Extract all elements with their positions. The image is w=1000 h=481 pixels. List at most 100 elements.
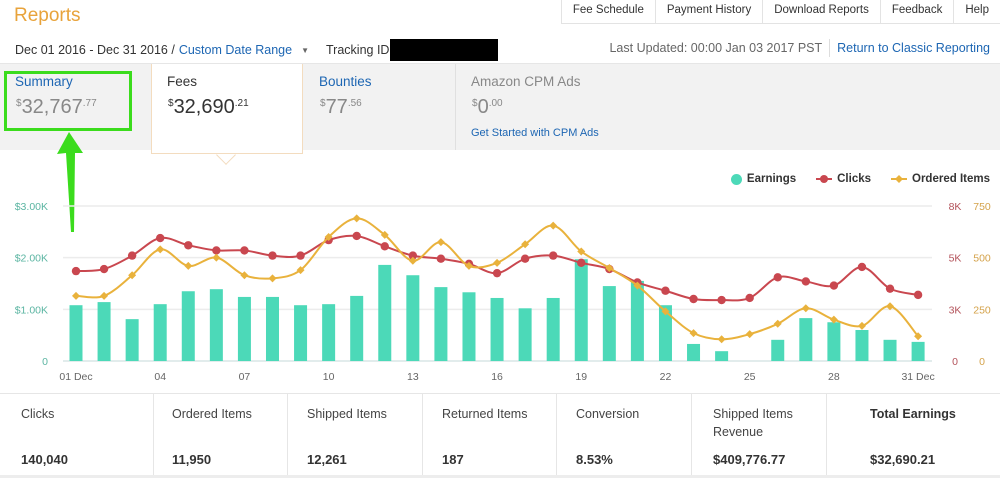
chevron-down-icon[interactable]: ▼ [301, 45, 310, 55]
earnings-bar[interactable] [237, 296, 251, 361]
clicks-point[interactable] [548, 251, 558, 260]
ordered-items-point[interactable] [436, 238, 445, 247]
tab-fees[interactable]: Fees $32,690.21 [151, 64, 303, 154]
ordered-items-point[interactable] [100, 291, 109, 300]
earnings-bar[interactable] [715, 351, 729, 361]
earnings-bar[interactable] [883, 339, 897, 361]
ordered-items-point[interactable] [72, 291, 80, 300]
clicks-point[interactable] [71, 266, 81, 276]
clicks-point[interactable] [661, 286, 670, 295]
earnings-bar[interactable] [265, 296, 279, 361]
earnings-bar[interactable] [322, 304, 336, 361]
clicks-point[interactable] [99, 264, 109, 274]
ordered-items-point[interactable] [352, 214, 361, 223]
tracking-id-redacted[interactable] [390, 39, 499, 61]
ordered-items-point[interactable] [324, 233, 333, 241]
ordered-items-point[interactable] [380, 230, 389, 239]
ordered-items-point[interactable] [493, 258, 502, 267]
earnings-bar[interactable] [855, 330, 869, 361]
earnings-bar[interactable] [378, 264, 392, 361]
clicks-point[interactable] [436, 254, 446, 263]
nav-download-reports[interactable]: Download Reports [763, 0, 881, 24]
ordered-items-point[interactable] [268, 274, 277, 283]
earnings-bar[interactable] [630, 280, 644, 361]
clicks-point[interactable] [156, 233, 165, 243]
earnings-chart[interactable]: 0 0 0 $1.00K 3K 250 $2.00K 5K 500 $3.00K 8K 750 01 D… [0, 195, 1000, 385]
earnings-bar[interactable] [153, 304, 167, 361]
ordered-items-point[interactable] [549, 221, 558, 230]
clicks-point[interactable] [717, 295, 726, 305]
clicks-point[interactable] [212, 246, 221, 255]
earnings-bar[interactable] [490, 297, 504, 361]
ordered-items-point[interactable] [801, 304, 810, 313]
clicks-point[interactable] [184, 241, 193, 250]
ordered-items-point[interactable] [521, 240, 530, 249]
ordered-items-point[interactable] [689, 329, 698, 338]
earnings-bar[interactable] [181, 291, 195, 361]
nav-payment-history[interactable]: Payment History [656, 0, 764, 24]
clicks-point[interactable] [577, 258, 586, 268]
earnings-bar[interactable] [462, 292, 476, 361]
clicks-point[interactable] [913, 290, 923, 300]
clicks-point[interactable] [773, 273, 782, 282]
legend-earnings[interactable]: Earnings [730, 173, 796, 185]
cpm-get-started-link[interactable]: Get Started with CPM Ads [471, 127, 599, 139]
ordered-items-point[interactable] [914, 332, 923, 341]
earnings-bar[interactable] [97, 302, 111, 361]
ordered-items-point[interactable] [184, 261, 193, 270]
tab-summary[interactable]: Summary $32,767.77 [0, 64, 150, 150]
legend-ordered-items[interactable]: Ordered Items [891, 173, 990, 185]
custom-date-range-link[interactable]: Custom Date Range [178, 43, 293, 57]
clicks-point[interactable] [689, 294, 698, 304]
ordered-items-point[interactable] [773, 319, 782, 328]
ordered-items-point[interactable] [661, 307, 670, 316]
clicks-point[interactable] [296, 251, 305, 260]
earnings-bar[interactable] [911, 341, 925, 361]
ordered-items-point[interactable] [633, 281, 642, 290]
clicks-point[interactable] [829, 281, 839, 290]
clicks-point[interactable] [240, 246, 249, 255]
clicks-point[interactable] [885, 284, 895, 293]
clicks-point[interactable] [268, 251, 277, 260]
nav-feedback[interactable]: Feedback [881, 0, 955, 24]
earnings-bar[interactable] [602, 286, 616, 361]
ordered-items-point[interactable] [156, 245, 165, 254]
earnings-bar[interactable] [546, 297, 560, 361]
ordered-items-point[interactable] [464, 261, 473, 270]
clicks-point[interactable] [520, 254, 530, 263]
ordered-items-point[interactable] [577, 247, 586, 256]
legend-clicks[interactable]: Clicks [816, 173, 871, 185]
clicks-point[interactable] [857, 262, 867, 272]
return-classic-link[interactable]: Return to Classic Reporting [837, 41, 990, 55]
earnings-bar[interactable] [125, 319, 139, 361]
earnings-bar[interactable] [827, 322, 841, 361]
earnings-bar[interactable] [687, 343, 701, 361]
clicks-point[interactable] [492, 268, 502, 278]
ordered-items-point[interactable] [240, 271, 249, 280]
earnings-bar[interactable] [518, 308, 532, 361]
nav-help[interactable]: Help [965, 4, 989, 16]
tab-bounties[interactable]: Bounties $77.56 [304, 64, 454, 150]
clicks-point[interactable] [127, 251, 137, 260]
ordered-items-point[interactable] [857, 321, 866, 330]
ordered-items-point[interactable] [605, 264, 614, 272]
clicks-point[interactable] [745, 293, 754, 303]
ordered-items-point[interactable] [128, 271, 137, 280]
ordered-items-point[interactable] [717, 335, 726, 344]
ordered-items-point[interactable] [212, 253, 221, 262]
earnings-bar[interactable] [658, 305, 672, 361]
earnings-bar[interactable] [209, 289, 223, 361]
ordered-items-point[interactable] [296, 266, 305, 275]
ordered-items-point[interactable] [408, 256, 417, 265]
earnings-bar[interactable] [434, 287, 448, 361]
clicks-point[interactable] [801, 277, 811, 286]
earnings-bar[interactable] [406, 275, 420, 361]
clicks-point[interactable] [408, 251, 418, 260]
tab-cpm-ads[interactable]: Amazon CPM Ads $0.00 Get Started with CP… [455, 64, 1000, 150]
earnings-bar[interactable] [69, 305, 83, 361]
nav-fee-schedule[interactable]: Fee Schedule [562, 0, 656, 24]
earnings-bar[interactable] [574, 259, 588, 361]
earnings-bar[interactable] [350, 295, 364, 361]
clicks-point[interactable] [352, 231, 361, 241]
earnings-bar[interactable] [771, 339, 785, 361]
